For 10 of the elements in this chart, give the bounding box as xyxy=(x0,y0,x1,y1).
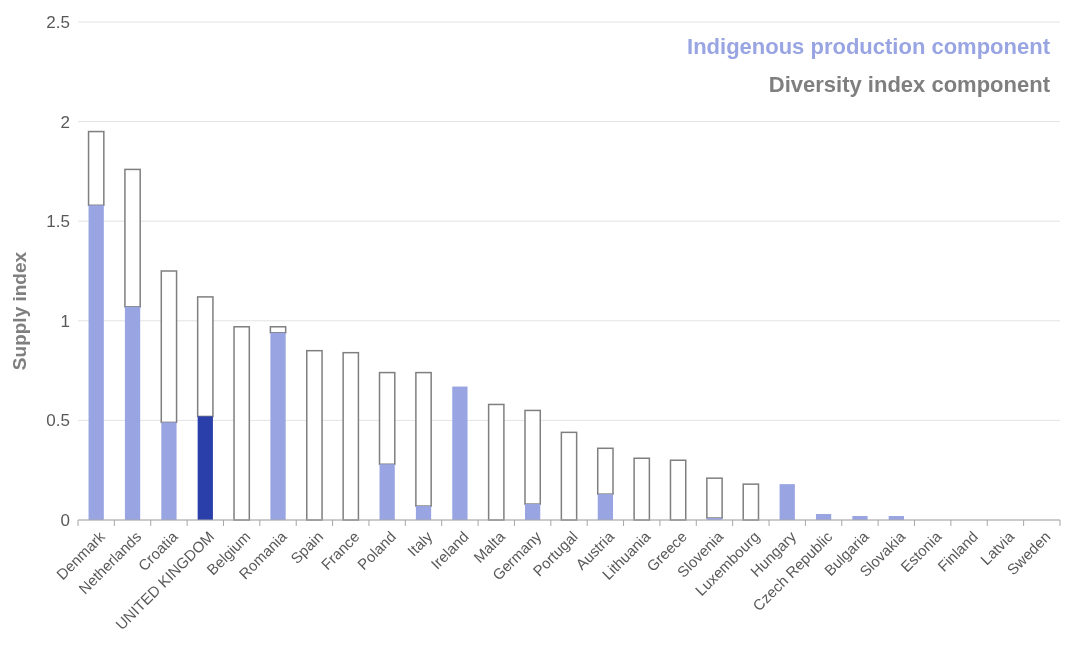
text: Diversity index component xyxy=(768,71,1051,97)
y-tick-label: 2 xyxy=(60,112,70,132)
x-tick-label: Italy xyxy=(403,527,436,560)
y-tick-label: 2.5 xyxy=(46,12,70,32)
text: Indigenous production component xyxy=(687,33,1051,59)
y-tick-label: 1 xyxy=(60,311,70,331)
y-tick-label: 0.5 xyxy=(46,411,70,431)
y-tick-label: 0 xyxy=(60,510,70,530)
y-axis-title: Supply index xyxy=(9,251,30,371)
y-tick-label: 1.5 xyxy=(46,212,70,232)
